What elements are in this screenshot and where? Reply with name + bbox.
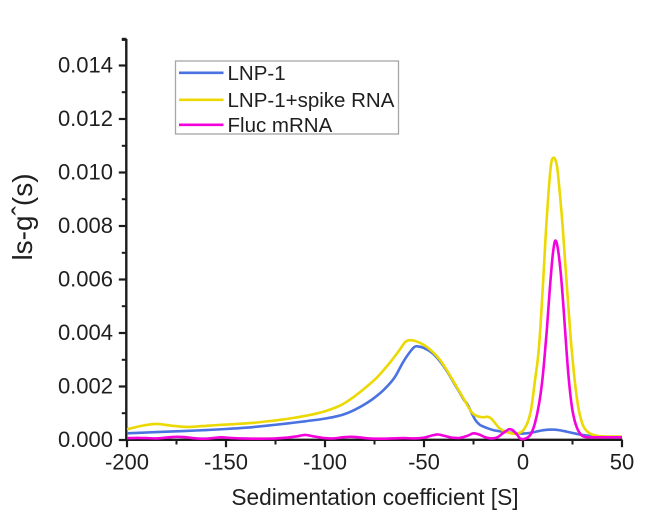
svg-text:0.010: 0.010 <box>58 160 113 185</box>
svg-text:LNP-1: LNP-1 <box>228 62 286 85</box>
svg-text:0.008: 0.008 <box>58 213 113 238</box>
svg-text:-50: -50 <box>408 450 440 475</box>
svg-text:0.002: 0.002 <box>58 374 113 399</box>
svg-text:50: 50 <box>610 450 634 475</box>
svg-text:0: 0 <box>517 450 529 475</box>
svg-text:0.004: 0.004 <box>58 320 113 345</box>
svg-text:Fluc mRNA: Fluc mRNA <box>228 114 333 137</box>
svg-text:LNP-1+spike RNA: LNP-1+spike RNA <box>228 89 395 112</box>
svg-text:0.014: 0.014 <box>58 53 113 78</box>
svg-text:0.012: 0.012 <box>58 106 113 131</box>
svg-text:0.006: 0.006 <box>58 267 113 292</box>
svg-text:0.000: 0.000 <box>58 427 113 452</box>
svg-text:-150: -150 <box>204 450 248 475</box>
svg-text:-200: -200 <box>105 450 149 475</box>
svg-text:Sedimentation coefficient [S]: Sedimentation coefficient [S] <box>231 484 518 510</box>
svg-text:ls-gˆ(s): ls-gˆ(s) <box>7 173 38 260</box>
svg-text:-100: -100 <box>303 450 347 475</box>
